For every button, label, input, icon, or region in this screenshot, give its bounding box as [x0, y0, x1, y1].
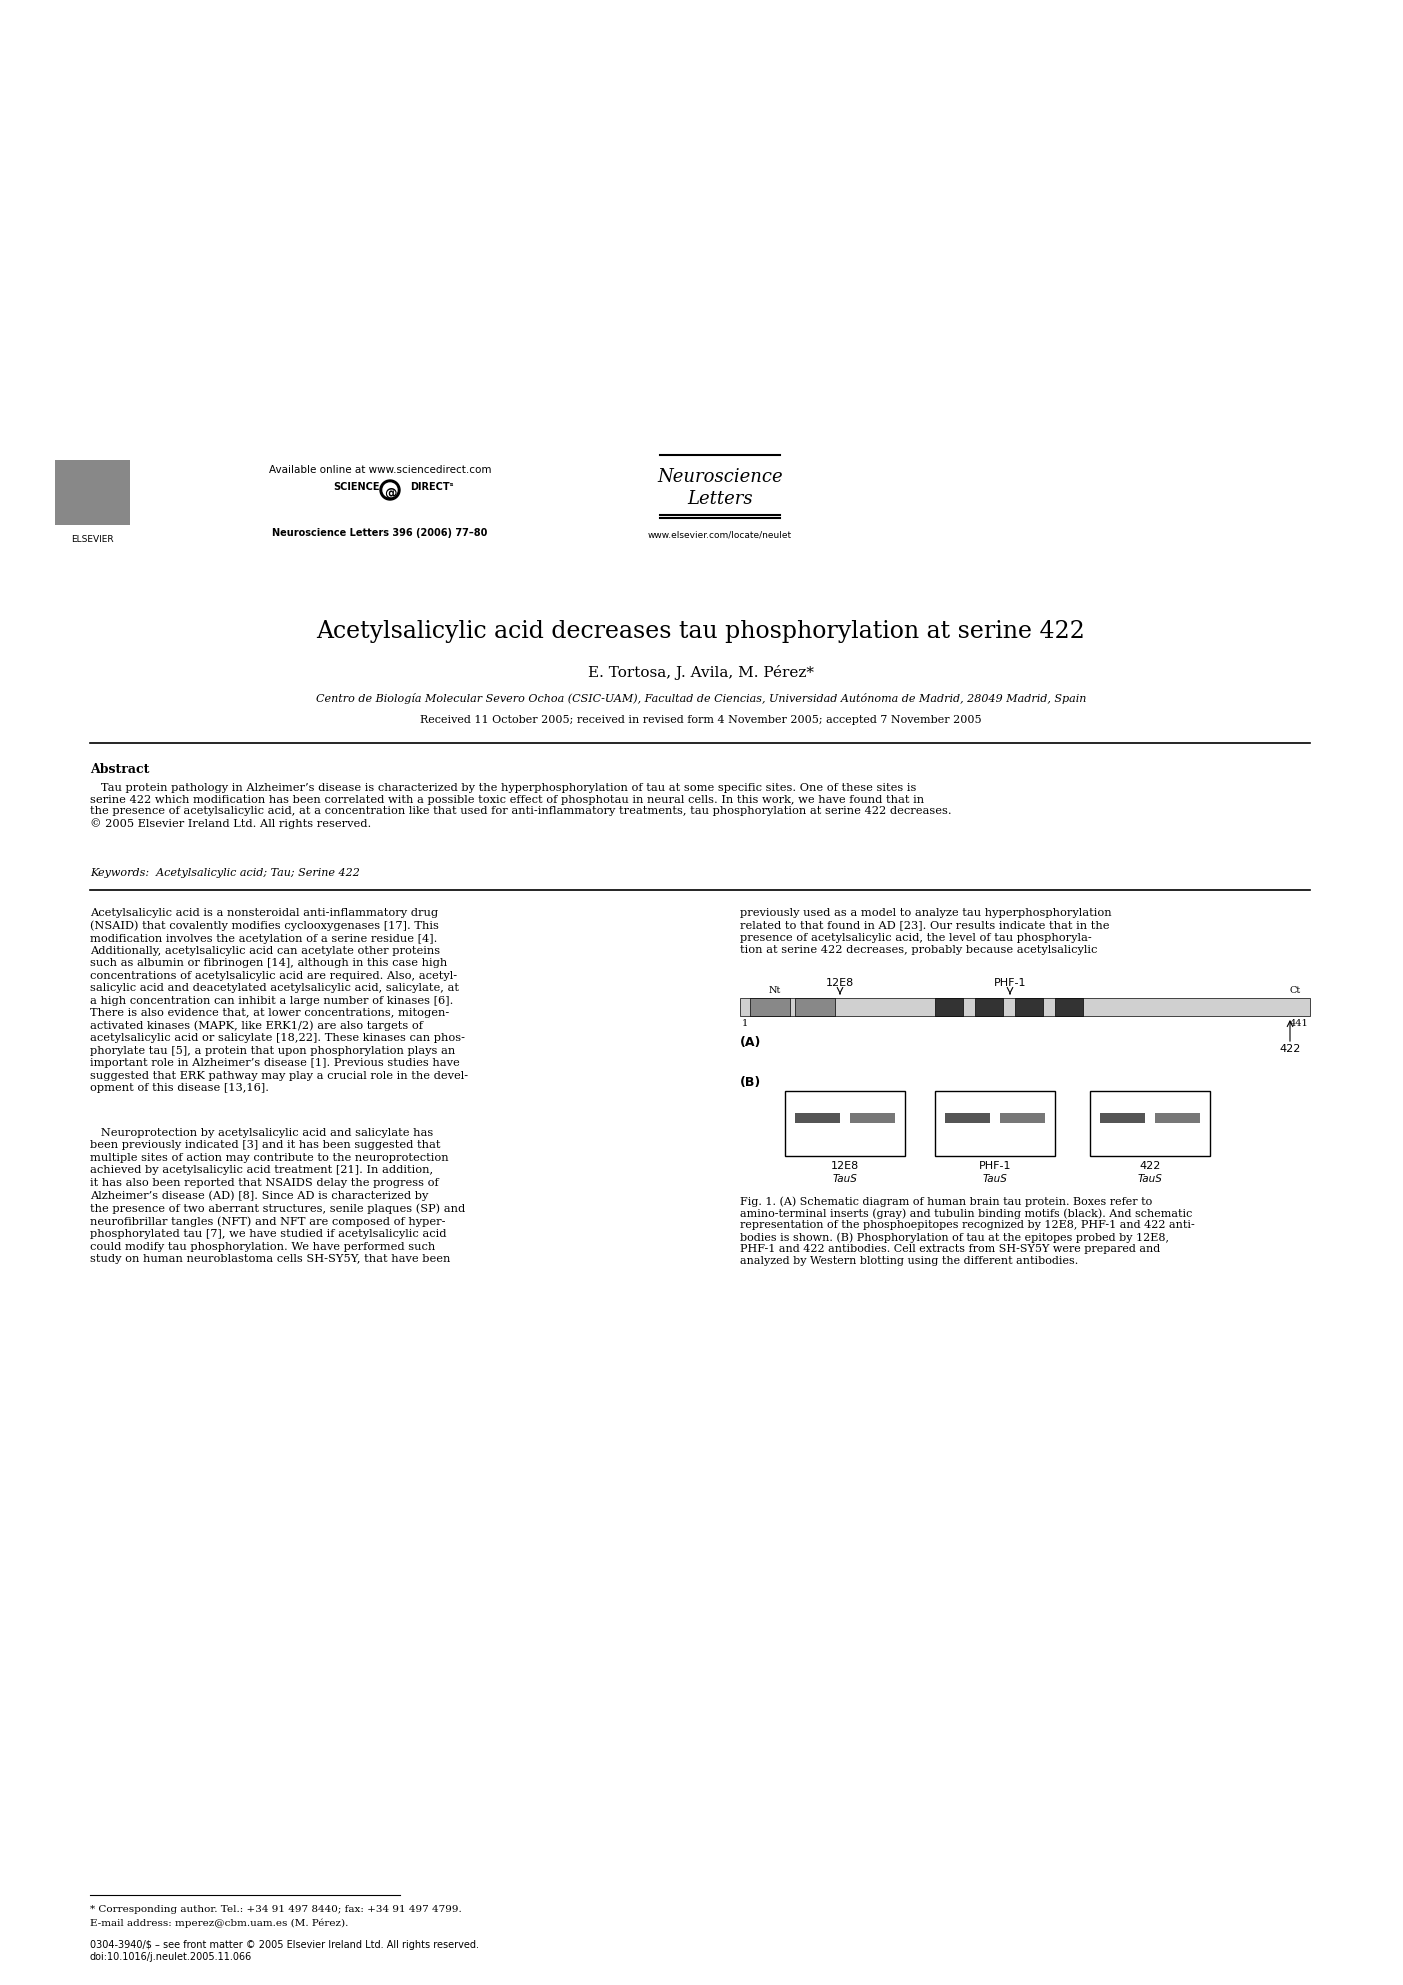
- Text: @: @: [384, 486, 396, 500]
- Circle shape: [380, 480, 400, 500]
- Text: (B): (B): [739, 1076, 762, 1090]
- Text: * Corresponding author. Tel.: +34 91 497 8440; fax: +34 91 497 4799.: * Corresponding author. Tel.: +34 91 497…: [90, 1906, 462, 1914]
- Bar: [55, 461, 130, 524]
- Bar: [1055, 998, 1083, 1016]
- Text: TauS: TauS: [982, 1173, 1007, 1183]
- Text: 422: 422: [1280, 1044, 1301, 1054]
- Bar: [850, 1114, 895, 1124]
- Circle shape: [383, 482, 397, 496]
- Text: Letters: Letters: [687, 490, 753, 508]
- Text: (A): (A): [739, 1036, 762, 1048]
- Text: Ct: Ct: [1289, 987, 1301, 994]
- Bar: [786, 1092, 905, 1155]
- Bar: [934, 998, 962, 1016]
- Text: Acetylsalicylic acid decreases tau phosphorylation at serine 422: Acetylsalicylic acid decreases tau phosp…: [317, 619, 1086, 643]
- Bar: [796, 1114, 840, 1124]
- Text: 0304-3940/$ – see front matter © 2005 Elsevier Ireland Ltd. All rights reserved.: 0304-3940/$ – see front matter © 2005 El…: [90, 1939, 478, 1961]
- Bar: [1100, 1114, 1145, 1124]
- Text: ELSEVIER: ELSEVIER: [72, 536, 114, 544]
- Bar: [796, 998, 835, 1016]
- Text: Nt: Nt: [769, 987, 781, 994]
- Text: PHF-1: PHF-1: [993, 979, 1026, 989]
- Bar: [975, 998, 1003, 1016]
- Bar: [1014, 998, 1042, 1016]
- Text: 12E8: 12E8: [826, 979, 854, 989]
- Text: PHF-1: PHF-1: [979, 1161, 1012, 1171]
- Text: E-mail address: mperez@cbm.uam.es (M. Pérez).: E-mail address: mperez@cbm.uam.es (M. Pé…: [90, 1918, 348, 1927]
- Bar: [1000, 1114, 1045, 1124]
- Text: Neuroscience: Neuroscience: [657, 468, 783, 486]
- Text: SCIENCE: SCIENCE: [334, 482, 380, 492]
- Text: 12E8: 12E8: [831, 1161, 859, 1171]
- Text: 1: 1: [742, 1018, 748, 1028]
- Text: 422: 422: [1139, 1161, 1160, 1171]
- Bar: [946, 1114, 991, 1124]
- Text: Keywords:  Acetylsalicylic acid; Tau; Serine 422: Keywords: Acetylsalicylic acid; Tau; Ser…: [90, 867, 361, 877]
- Text: TauS: TauS: [832, 1173, 857, 1183]
- Text: Neuroprotection by acetylsalicylic acid and salicylate has
been previously indic: Neuroprotection by acetylsalicylic acid …: [90, 1127, 466, 1264]
- Text: DIRECTˢ: DIRECTˢ: [410, 482, 453, 492]
- Text: Abstract: Abstract: [90, 762, 149, 776]
- Text: previously used as a model to analyze tau hyperphosphorylation
related to that f: previously used as a model to analyze ta…: [739, 907, 1111, 955]
- Text: Received 11 October 2005; received in revised form 4 November 2005; accepted 7 N: Received 11 October 2005; received in re…: [419, 715, 982, 725]
- Text: 441: 441: [1289, 1018, 1308, 1028]
- Text: www.elsevier.com/locate/neulet: www.elsevier.com/locate/neulet: [648, 530, 793, 540]
- Text: Acetylsalicylic acid is a nonsteroidal anti-inflammatory drug
(NSAID) that coval: Acetylsalicylic acid is a nonsteroidal a…: [90, 907, 469, 1094]
- Text: E. Tortosa, J. Avila, M. Pérez*: E. Tortosa, J. Avila, M. Pérez*: [588, 665, 814, 681]
- Bar: [739, 998, 1310, 1016]
- Bar: [934, 1092, 1055, 1155]
- Text: TauS: TauS: [1138, 1173, 1163, 1183]
- Text: Available online at www.sciencedirect.com: Available online at www.sciencedirect.co…: [269, 464, 491, 474]
- Bar: [751, 998, 790, 1016]
- Text: Neuroscience Letters 396 (2006) 77–80: Neuroscience Letters 396 (2006) 77–80: [272, 528, 488, 538]
- Text: Centro de Biología Molecular Severo Ochoa (CSIC-UAM), Facultad de Ciencias, Univ: Centro de Biología Molecular Severo Ocho…: [316, 693, 1086, 705]
- Bar: [1155, 1114, 1200, 1124]
- Bar: [1090, 1092, 1209, 1155]
- Text: Tau protein pathology in Alzheimer’s disease is characterized by the hyperphosph: Tau protein pathology in Alzheimer’s dis…: [90, 782, 951, 828]
- Text: Fig. 1. (A) Schematic diagram of human brain tau protein. Boxes refer to
amino-t: Fig. 1. (A) Schematic diagram of human b…: [739, 1197, 1195, 1266]
